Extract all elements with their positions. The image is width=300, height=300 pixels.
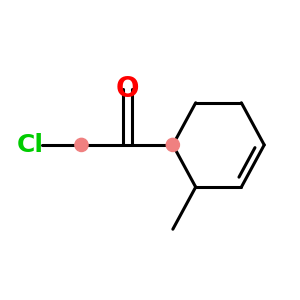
Text: Cl: Cl <box>17 133 44 157</box>
Circle shape <box>75 138 88 152</box>
Circle shape <box>166 138 179 152</box>
Text: O: O <box>116 75 139 103</box>
